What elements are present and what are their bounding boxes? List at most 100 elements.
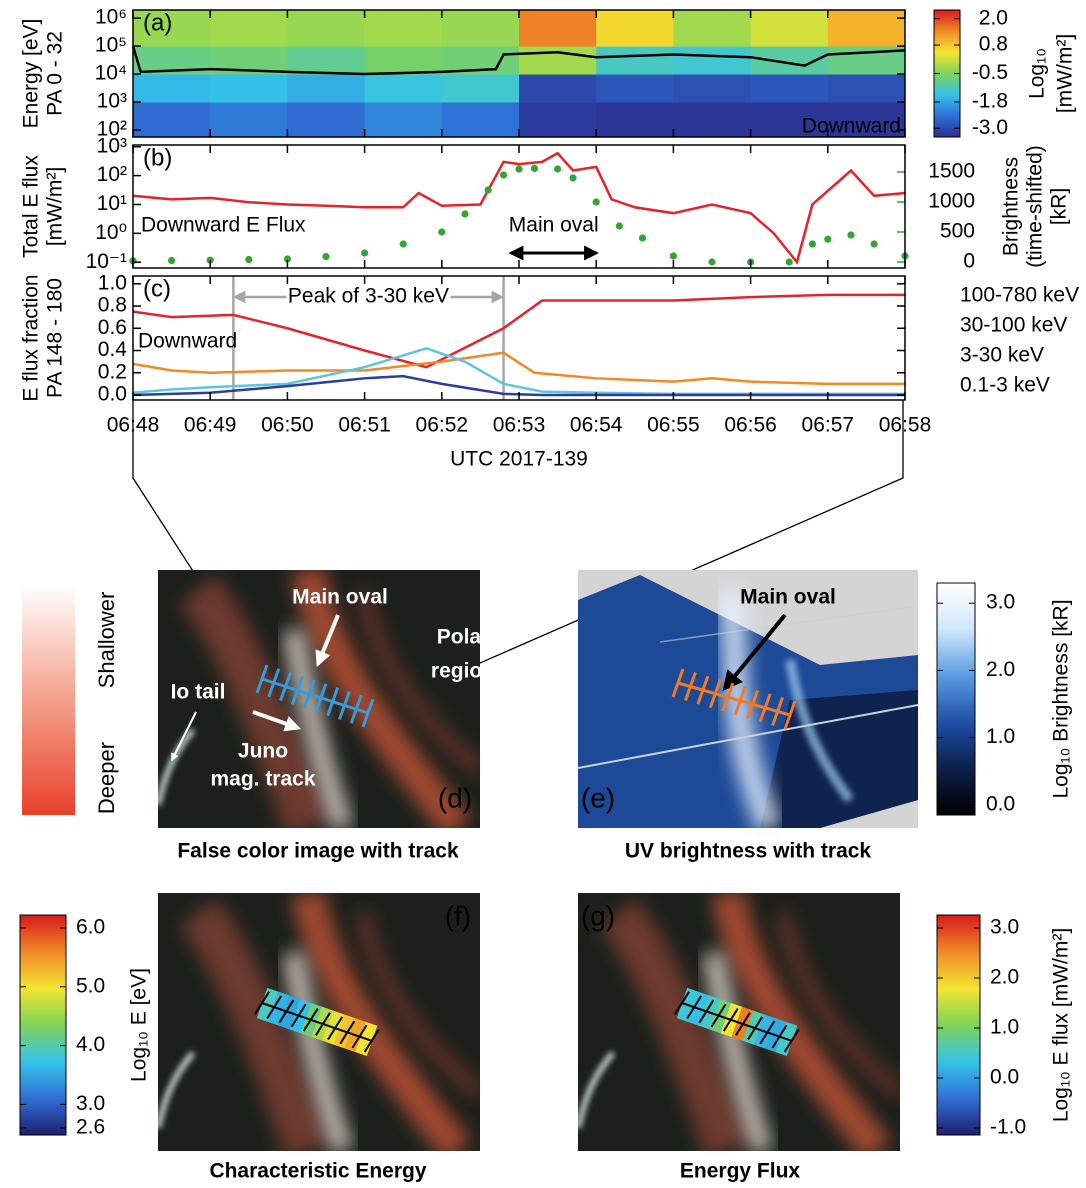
heatmap-cell xyxy=(364,10,443,47)
heatmap-cell xyxy=(673,74,752,103)
legend-entry: 30-100 keV xyxy=(960,314,1067,337)
heatmap-cell xyxy=(596,74,674,103)
track-cross xyxy=(363,1028,380,1053)
track-axis xyxy=(261,1002,373,1042)
brightness-dot xyxy=(808,240,816,248)
heatmap-cell xyxy=(596,10,674,47)
y-tick-label: 10⁶ xyxy=(95,6,127,29)
x-tick-label: 06:56 xyxy=(724,414,777,437)
track-cross xyxy=(279,672,292,702)
panel-label: (c) xyxy=(143,275,171,302)
note-arrow xyxy=(315,614,340,667)
heatmap-cell xyxy=(441,10,520,47)
y2-tick-label: 0 xyxy=(963,250,975,273)
brightness-dot xyxy=(569,174,577,182)
brightness-dot xyxy=(461,210,469,218)
note-arrow xyxy=(171,711,197,762)
track-cross xyxy=(290,1003,307,1028)
heatmap-cell xyxy=(827,74,906,103)
heatmap-cell xyxy=(519,10,597,47)
y-tick-label: 10⁰ xyxy=(95,221,127,244)
span-label-bg xyxy=(286,287,451,307)
image-label: (g) xyxy=(581,900,615,931)
legend-entry: 100-780 keV xyxy=(960,284,1079,307)
colorbar-tick-label: -1.8 xyxy=(972,90,1008,113)
heatmap-cell xyxy=(519,101,597,138)
series-line xyxy=(132,351,905,386)
x-axis-label: UTC 2017-139 xyxy=(450,448,588,471)
brightness-dot xyxy=(708,258,716,266)
panel-label: (a) xyxy=(143,9,172,36)
track-cross xyxy=(671,668,685,698)
x-tick-label: 06:54 xyxy=(570,414,623,437)
track-cross xyxy=(290,675,304,705)
colorbar-title: [mW/m²] xyxy=(1054,34,1077,113)
track-cross xyxy=(326,687,340,717)
brightness-dot xyxy=(283,255,291,263)
series-line xyxy=(132,346,905,396)
heatmap-cell xyxy=(441,101,520,138)
colorbar-tick-label: 1.0 xyxy=(990,1016,1019,1039)
track-cross xyxy=(735,1012,751,1036)
y2-axis-label: [kR] xyxy=(1048,188,1071,225)
heatmap-cell xyxy=(750,74,829,103)
colorbar-title: Log₁₀ xyxy=(1026,48,1049,99)
y-tick-label: 10³ xyxy=(97,90,127,113)
image-label: (d) xyxy=(438,782,472,813)
heatmap-cell xyxy=(673,46,752,75)
heatmap-cell xyxy=(441,74,520,103)
y-axis-label: E flux fraction xyxy=(20,274,43,401)
colorbar-tick-label: 0.0 xyxy=(986,792,1015,815)
depth-colorbar xyxy=(22,585,75,815)
colorbar-end-label: Shallower xyxy=(94,592,119,689)
heatmap-cell xyxy=(133,10,211,47)
colorbar-tick-label: 3.0 xyxy=(76,1092,105,1115)
track-cross xyxy=(339,1020,356,1045)
colorbar-tick-label: 0.0 xyxy=(990,1066,1019,1089)
colorbar-tick-label: 5.0 xyxy=(76,974,105,997)
y-tick-label: 10⁻¹ xyxy=(86,250,127,273)
track-cross xyxy=(747,1016,764,1041)
brightness-dot xyxy=(669,252,678,260)
track-cross xyxy=(783,700,797,730)
image-caption: False color image with track xyxy=(177,840,459,863)
track-cross xyxy=(278,999,295,1024)
heatmap-cell xyxy=(673,10,752,47)
heatmap-cell xyxy=(827,101,906,138)
heatmap-cell xyxy=(750,10,829,47)
y-tick-label: 0.8 xyxy=(98,294,127,317)
note-arrow xyxy=(252,710,302,732)
track-cross xyxy=(733,686,747,716)
image-note: region xyxy=(431,660,495,683)
colorbar-title: Log₁₀ E [eV] xyxy=(128,968,151,1082)
y-tick-label: 10² xyxy=(97,118,127,141)
span-label: Peak of 3-30 keV xyxy=(288,285,449,308)
brightness-dot xyxy=(847,231,855,239)
image-caption: UV brightness with track xyxy=(625,840,872,863)
track-cross xyxy=(315,1012,331,1036)
track-cross xyxy=(302,1007,319,1032)
track-cross xyxy=(771,696,784,726)
heatmap-cell xyxy=(519,46,597,75)
colorbar-tick-label: -3.0 xyxy=(972,116,1008,139)
y-tick-label: 0.0 xyxy=(98,383,127,406)
image-note: Main oval xyxy=(292,586,388,609)
track-cells xyxy=(254,987,380,1057)
brightness-dot xyxy=(785,258,793,266)
track-cross xyxy=(708,679,722,709)
track-cross xyxy=(684,672,697,702)
image-caption: Energy Flux xyxy=(680,1160,801,1183)
annotation-label: Main oval xyxy=(509,214,599,237)
colorbar-tick-label: 2.0 xyxy=(986,658,1015,681)
track-cross xyxy=(686,995,703,1020)
image-note: Io tail xyxy=(171,681,226,704)
brightness-dot xyxy=(361,249,369,257)
y-tick-label: 10⁵ xyxy=(95,34,127,57)
y-axis-label: [mW/m²] xyxy=(44,167,67,246)
x-tick-label: 06:49 xyxy=(184,414,237,437)
series-line xyxy=(132,151,906,265)
y2-axis-label: Brightness xyxy=(1000,157,1023,256)
image-label: (f) xyxy=(445,900,471,931)
heatmap-cell xyxy=(519,74,597,103)
